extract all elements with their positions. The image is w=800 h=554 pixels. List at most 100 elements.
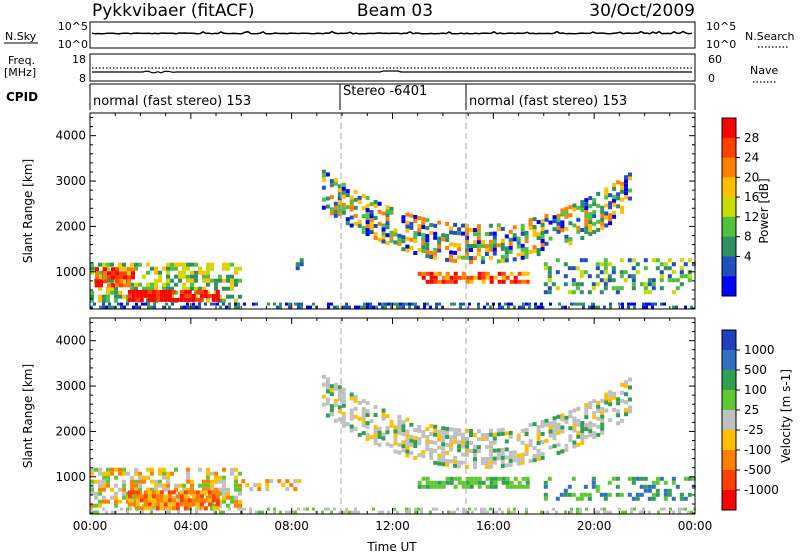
- echo-cell: [165, 510, 168, 514]
- echo-cell: [341, 206, 346, 211]
- echo-cell: [147, 297, 152, 302]
- echo-cell: [187, 502, 192, 507]
- echo-cell: [106, 262, 110, 267]
- echo-cell: [337, 196, 342, 201]
- echo-cell: [492, 436, 497, 441]
- echo-cell: [643, 476, 648, 481]
- echo-cell: [552, 416, 557, 421]
- echo-cell: [218, 491, 222, 496]
- echo-cell: [102, 499, 106, 504]
- echo-cell: [457, 464, 462, 469]
- echo-cell: [389, 443, 394, 448]
- echo-cell: [600, 205, 605, 210]
- echo-cell: [170, 286, 174, 291]
- echo-cell: [588, 232, 593, 237]
- echo-cell: [144, 302, 147, 306]
- echo-cell: [178, 278, 182, 283]
- echo-cell: [210, 483, 214, 488]
- echo-cell: [572, 444, 577, 449]
- echo-cell: [354, 507, 357, 511]
- echo-cell: [429, 484, 434, 489]
- echo-cell: [158, 479, 162, 484]
- echo-cell: [276, 305, 279, 309]
- echo-cell: [385, 221, 390, 226]
- echo-cell: [473, 232, 477, 237]
- echo-cell: [373, 200, 378, 204]
- echo-cell: [354, 510, 357, 514]
- echo-cell: [110, 467, 114, 472]
- echo-cell: [488, 460, 493, 465]
- echo-cell: [215, 490, 220, 495]
- echo-cell: [110, 471, 114, 476]
- echo-cell: [243, 302, 246, 306]
- echo-cell: [549, 302, 552, 306]
- echo-cell: [500, 431, 505, 436]
- echo-cell: [628, 409, 632, 414]
- echo-cell: [341, 387, 346, 392]
- echo-cell: [500, 427, 505, 432]
- echo-cell: [524, 432, 529, 436]
- echo-cell: [607, 262, 612, 267]
- echo-cell: [329, 388, 334, 393]
- echo-cell: [399, 305, 402, 309]
- x-tick-label: 00:00: [678, 519, 713, 533]
- echo-cell: [594, 305, 597, 309]
- echo-cell: [228, 507, 231, 511]
- echo-cell: [114, 475, 118, 480]
- echo-cell: [663, 492, 668, 497]
- echo-cell: [508, 430, 513, 435]
- echo-cell: [619, 258, 624, 263]
- echo-cell: [425, 435, 430, 440]
- echo-cell: [321, 374, 326, 379]
- echo-cell: [616, 192, 621, 197]
- echo-cell: [138, 475, 142, 480]
- echo-cell: [611, 476, 616, 481]
- echo-cell: [616, 196, 621, 201]
- echo-cell: [547, 266, 552, 271]
- echo-cell: [138, 479, 142, 484]
- echo-cell: [476, 449, 481, 454]
- echo-cell: [211, 506, 216, 511]
- echo-cell: [329, 412, 334, 417]
- echo-cell: [178, 262, 182, 267]
- echo-cell: [595, 488, 600, 493]
- echo-cell: [500, 459, 505, 464]
- echo-cell: [381, 223, 386, 228]
- echo-cell: [560, 429, 565, 434]
- echo-cell: [473, 228, 477, 233]
- echo-cell: [592, 415, 597, 420]
- echo-cell: [405, 244, 410, 249]
- echo-cell: [524, 452, 529, 456]
- echo-cell: [441, 426, 446, 431]
- echo-cell: [397, 241, 402, 246]
- echo-cell: [179, 289, 184, 294]
- echo-cell: [166, 487, 170, 492]
- echo-cell: [389, 230, 394, 235]
- cpid-label: CPID: [6, 90, 38, 104]
- echo-cell: [373, 441, 378, 445]
- echo-cell: [222, 467, 226, 472]
- colorbar-swatch: [722, 157, 736, 178]
- echo-cell: [369, 419, 374, 424]
- echo-cell: [210, 487, 214, 492]
- echo-cell: [127, 293, 132, 298]
- echo-cell: [167, 494, 172, 499]
- echo-cell: [166, 274, 170, 279]
- echo-cell: [425, 439, 430, 444]
- echo-cell: [469, 484, 474, 489]
- echo-cell: [98, 479, 102, 484]
- echo-cell: [611, 286, 616, 291]
- echo-cell: [588, 228, 593, 233]
- echo-cell: [504, 254, 509, 259]
- echo-cell: [417, 507, 420, 511]
- echo-cell: [486, 510, 489, 514]
- echo-cell: [592, 411, 597, 416]
- echo-cell: [206, 483, 210, 488]
- echo-cell: [167, 498, 172, 503]
- echo-cell: [182, 483, 186, 488]
- echo-cell: [620, 197, 625, 202]
- echo-cell: [397, 414, 402, 419]
- echo-cell: [580, 204, 585, 208]
- echo-cell: [445, 221, 450, 226]
- echo-cell: [122, 479, 126, 484]
